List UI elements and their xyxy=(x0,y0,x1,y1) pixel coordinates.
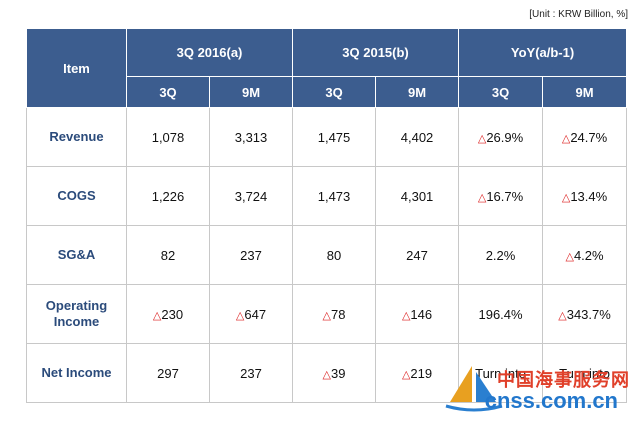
header-yoy: YoY(a/b-1) xyxy=(458,28,628,77)
sailboat-logo-icon xyxy=(445,366,503,412)
subheader: 3Q xyxy=(126,76,210,108)
cell-value: 4.2% xyxy=(573,247,604,263)
financial-table: Item 3Q 2016(a) 3Q 2015(b) YoY(a/b-1) 3Q… xyxy=(26,28,628,403)
negative-triangle-icon: △ xyxy=(477,132,487,145)
header-3q-2016: 3Q 2016(a) xyxy=(125,28,294,77)
table-cell: 1,475 xyxy=(292,107,377,167)
table-cell: 80 xyxy=(292,225,377,285)
cell-value: 2.2% xyxy=(485,247,516,263)
table-cell: 3,724 xyxy=(208,166,294,226)
negative-triangle-icon: △ xyxy=(477,191,487,204)
unit-label: [Unit : KRW Billion, %] xyxy=(529,9,628,20)
negative-triangle-icon: △ xyxy=(322,309,332,322)
cell-value: Turn into xyxy=(475,365,526,381)
cell-value: 219 xyxy=(410,365,433,381)
table-cell: △13.4% xyxy=(542,166,628,226)
table-cell: Turn into xyxy=(458,343,544,403)
table-cell: △16.7% xyxy=(458,166,544,226)
negative-triangle-icon: △ xyxy=(401,368,411,381)
subheader: 9M xyxy=(375,76,460,108)
subheader: 3Q xyxy=(292,76,377,108)
table-cell: △26.9% xyxy=(458,107,544,167)
negative-triangle-icon: △ xyxy=(565,250,574,263)
negative-triangle-icon: △ xyxy=(152,309,162,322)
cell-value: 82 xyxy=(160,247,176,263)
table-row: Operating Income △230 △647 △78 △146 196.4% △34… xyxy=(26,284,628,344)
subheader: 3Q xyxy=(458,76,544,108)
table-cell: △39 xyxy=(292,343,377,403)
table-cell: 2.2% xyxy=(458,225,544,285)
row-label: Operating Income xyxy=(26,284,127,344)
table-cell: 297 xyxy=(126,343,210,403)
table-cell: 196.4% xyxy=(458,284,544,344)
cell-value: 39 xyxy=(331,365,346,381)
row-label: Revenue xyxy=(26,107,127,167)
watermark-cn: 中国海事服务网 xyxy=(497,370,630,390)
cell-value: 1,078 xyxy=(151,129,185,145)
cell-value: 80 xyxy=(326,247,342,263)
cell-value: 647 xyxy=(244,306,267,322)
cell-value: 230 xyxy=(161,306,184,322)
cell-value: 1,226 xyxy=(151,188,185,204)
cell-value: 16.7% xyxy=(486,188,524,204)
cell-value: 146 xyxy=(410,306,433,322)
row-label: SG&A xyxy=(26,225,127,285)
table-cell: △78 xyxy=(292,284,377,344)
cell-value: 4,301 xyxy=(400,188,434,204)
cell-value: 343.7% xyxy=(566,306,611,322)
table-cell: △219 xyxy=(375,343,460,403)
cell-value: 78 xyxy=(331,306,346,322)
table-cell: 1,473 xyxy=(292,166,377,226)
negative-triangle-icon: △ xyxy=(401,309,411,322)
negative-triangle-icon: △ xyxy=(235,309,245,322)
table-cell: △647 xyxy=(208,284,294,344)
table-cell: 237 xyxy=(208,343,294,403)
table-cell: Turn into xyxy=(542,343,628,403)
table-cell: △343.7% xyxy=(542,284,628,344)
cell-value: Turn into xyxy=(559,365,610,381)
table-cell: 247 xyxy=(375,225,460,285)
cell-value: 3,724 xyxy=(234,188,268,204)
table-cell: 4,301 xyxy=(375,166,460,226)
table-cell: 4,402 xyxy=(375,107,460,167)
cell-value: 3,313 xyxy=(234,129,268,145)
row-label: Net Income xyxy=(26,343,127,403)
negative-triangle-icon: △ xyxy=(322,368,332,381)
table-row: Revenue 1,078 3,313 1,475 4,402 △26.9% △24.7% xyxy=(26,107,628,167)
table-cell: 237 xyxy=(208,225,294,285)
table-row: SG&A 82 237 80 247 2.2% △4.2% xyxy=(26,225,628,285)
cell-value: 1,473 xyxy=(317,188,351,204)
cell-value: 247 xyxy=(406,247,428,263)
cell-value: 13.4% xyxy=(570,188,608,204)
cell-value: 196.4% xyxy=(478,306,523,322)
negative-triangle-icon: △ xyxy=(558,309,567,322)
subheader: 9M xyxy=(208,76,294,108)
table-cell: △146 xyxy=(375,284,460,344)
cell-value: 1,475 xyxy=(317,129,351,145)
cell-value: 297 xyxy=(157,365,179,381)
cell-value: 237 xyxy=(240,247,262,263)
watermark-en: cnss.com.cn xyxy=(484,388,618,413)
table-cell: △4.2% xyxy=(542,225,628,285)
header-item: Item xyxy=(26,28,127,108)
watermark: 中国海事服务网 cnss.com.cn xyxy=(442,358,632,416)
negative-triangle-icon: △ xyxy=(561,132,571,145)
table-cell: △230 xyxy=(126,284,210,344)
cell-value: 4,402 xyxy=(400,129,434,145)
table-cell: 1,078 xyxy=(126,107,210,167)
table-cell: 82 xyxy=(126,225,210,285)
header-3q-2015: 3Q 2015(b) xyxy=(292,28,460,77)
table-row: COGS 1,226 3,724 1,473 4,301 △16.7% △13.4% xyxy=(26,166,628,226)
subheader: 9M xyxy=(542,76,628,108)
table-cell: 3,313 xyxy=(208,107,294,167)
table-row: Net Income 297 237 △39 △219 Turn into Turn int… xyxy=(26,343,628,403)
cell-value: 237 xyxy=(240,365,262,381)
cell-value: 24.7% xyxy=(570,129,608,145)
negative-triangle-icon: △ xyxy=(561,191,571,204)
table-cell: △24.7% xyxy=(542,107,628,167)
cell-value: 26.9% xyxy=(486,129,524,145)
row-label: COGS xyxy=(26,166,127,226)
table-cell: 1,226 xyxy=(126,166,210,226)
